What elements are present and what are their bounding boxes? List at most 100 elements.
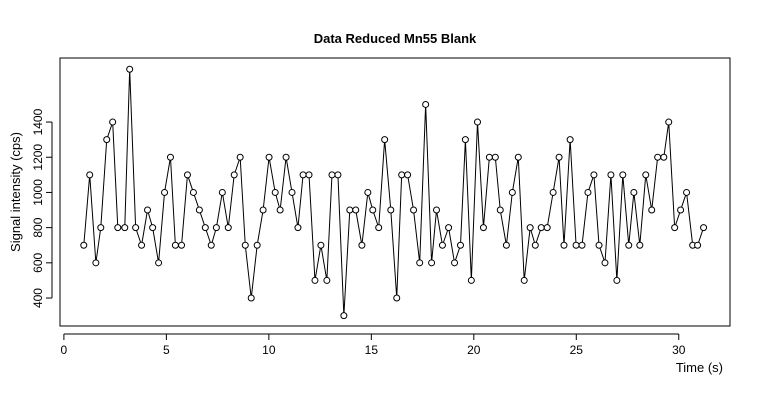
data-point — [224, 224, 232, 232]
data-point — [566, 136, 574, 144]
data-point — [97, 224, 105, 232]
data-point — [619, 171, 627, 179]
data-point — [630, 188, 638, 196]
x-tick-label: 0 — [61, 343, 68, 357]
data-point — [590, 171, 598, 179]
data-point — [218, 188, 226, 196]
data-point — [299, 171, 307, 179]
data-point — [189, 188, 197, 196]
y-tick-label: 1000 — [31, 179, 45, 206]
data-point — [166, 153, 174, 161]
data-point — [636, 241, 644, 249]
x-tick-label: 20 — [467, 343, 481, 357]
data-point — [265, 153, 273, 161]
data-point — [236, 153, 244, 161]
data-point — [502, 241, 510, 249]
data-point — [323, 276, 331, 284]
data-point — [183, 171, 191, 179]
data-point — [578, 241, 586, 249]
data-point — [537, 224, 545, 232]
data-point — [369, 206, 377, 214]
y-tick-label: 800 — [31, 217, 45, 237]
data-point — [195, 206, 203, 214]
data-point — [433, 206, 441, 214]
data-point — [259, 206, 267, 214]
data-point — [317, 241, 325, 249]
data-point — [121, 224, 129, 232]
data-point — [171, 241, 179, 249]
data-point — [473, 118, 481, 126]
data-point — [625, 241, 633, 249]
data-point — [526, 224, 534, 232]
data-point — [416, 259, 424, 267]
x-tick-label: 5 — [163, 343, 170, 357]
data-point — [305, 171, 313, 179]
data-point — [660, 153, 668, 161]
data-point — [149, 224, 157, 232]
x-tick-label: 10 — [262, 343, 276, 357]
data-point — [253, 241, 261, 249]
data-point — [451, 259, 459, 267]
data-point — [572, 241, 580, 249]
plot-frame — [59, 57, 731, 327]
data-point — [340, 312, 348, 320]
data-point — [358, 241, 366, 249]
data-point — [132, 224, 140, 232]
data-point — [387, 206, 395, 214]
data-point — [126, 65, 134, 73]
data-point — [607, 171, 615, 179]
data-point — [346, 206, 354, 214]
data-point — [520, 276, 528, 284]
data-point — [648, 206, 656, 214]
x-axis-label: Time (s) — [676, 360, 723, 375]
data-point — [294, 224, 302, 232]
data-point — [677, 206, 685, 214]
data-point — [456, 241, 464, 249]
data-point — [288, 188, 296, 196]
data-point — [683, 188, 691, 196]
data-point — [155, 259, 163, 267]
data-point — [613, 276, 621, 284]
y-axis-label: Signal intensity (cps) — [8, 132, 23, 252]
data-point — [393, 294, 401, 302]
data-point — [311, 276, 319, 284]
data-point — [404, 171, 412, 179]
data-line — [83, 69, 705, 316]
data-point — [438, 241, 446, 249]
data-point — [247, 294, 255, 302]
data-point — [364, 188, 372, 196]
data-point — [549, 188, 557, 196]
data-point — [694, 241, 702, 249]
y-tick-label: 1400 — [31, 108, 45, 135]
data-point — [276, 206, 284, 214]
data-point — [103, 136, 111, 144]
y-tick-label: 1200 — [31, 144, 45, 171]
data-point — [80, 241, 88, 249]
data-point — [555, 153, 563, 161]
data-point — [92, 259, 100, 267]
data-point — [334, 171, 342, 179]
chart-title: Data Reduced Mn55 Blank — [314, 31, 477, 46]
data-point — [86, 171, 94, 179]
data-point — [241, 241, 249, 249]
data-point — [654, 153, 662, 161]
data-point — [485, 153, 493, 161]
data-point — [531, 241, 539, 249]
data-point — [207, 241, 215, 249]
data-point — [230, 171, 238, 179]
data-point — [601, 259, 609, 267]
data-point — [700, 224, 708, 232]
data-point — [491, 153, 499, 161]
data-point — [144, 206, 152, 214]
data-point — [352, 206, 360, 214]
data-point — [201, 224, 209, 232]
data-point — [271, 188, 279, 196]
data-point — [381, 136, 389, 144]
data-point — [496, 206, 504, 214]
data-point — [595, 241, 603, 249]
x-tick-label: 30 — [672, 343, 686, 357]
data-point — [178, 241, 186, 249]
x-tick-label: 15 — [365, 343, 379, 357]
data-point — [410, 206, 418, 214]
